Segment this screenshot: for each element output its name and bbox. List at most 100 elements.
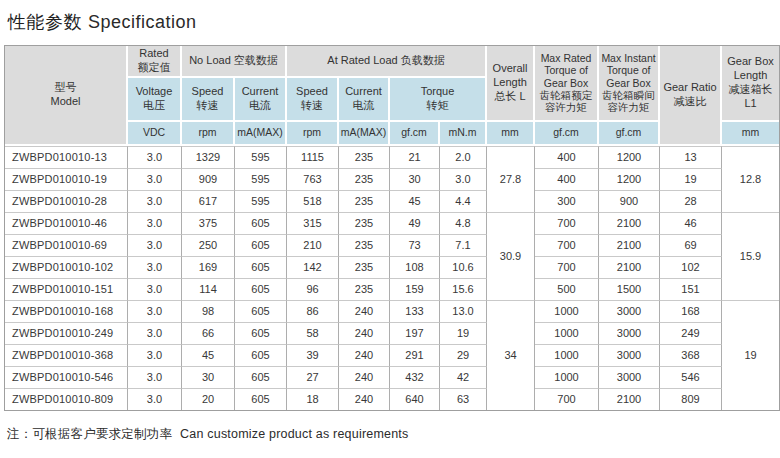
no-load-speed-cell: 20 <box>182 388 235 410</box>
max-instant-torque-cell: 1200 <box>599 146 660 168</box>
table-row: ZWBPD010010-2493.06660558240197191000300… <box>5 322 779 344</box>
col-header-no-load-speed: Speed 转速 <box>182 78 235 122</box>
no-load-speed-cell: 98 <box>182 300 235 322</box>
no-load-current-cell: 605 <box>235 344 287 366</box>
col-header-rated-current: Current 电流 <box>339 78 390 122</box>
model-cell: ZWBPD010010-28 <box>5 190 128 212</box>
rated-speed-cell: 18 <box>287 388 339 410</box>
max-rated-torque-cell: 700 <box>535 234 599 256</box>
table-row: ZWBPD010010-693.0250605210235737.1700210… <box>5 234 779 256</box>
model-cell: ZWBPD010010-69 <box>5 234 128 256</box>
max-instant-torque-cell: 3000 <box>599 366 660 388</box>
unit-mn-m-torque: mN.m <box>440 122 487 146</box>
col-header-gearbox-length: Gear Box Length 减速箱长 L1 <box>722 46 779 122</box>
torque-gfcm-cell: 108 <box>390 256 440 278</box>
rated-current-cell: 240 <box>339 388 390 410</box>
gear-ratio-cell: 151 <box>660 278 722 300</box>
gear-ratio-cell: 368 <box>660 344 722 366</box>
col-header-model-en: Model <box>6 95 125 109</box>
col-header-no-load-current: Current 电流 <box>235 78 287 122</box>
table-row: ZWBPD010010-1023.016960514223510810.6700… <box>5 256 779 278</box>
voltage-cell: 3.0 <box>128 190 182 212</box>
rated-speed-cell: 96 <box>287 278 339 300</box>
max-rated-torque-cell: 1000 <box>535 322 599 344</box>
no-load-current-cell: 605 <box>235 212 287 234</box>
no-load-current-cell: 605 <box>235 366 287 388</box>
max-rated-torque-cell: 1000 <box>535 366 599 388</box>
rated-current-cell: 240 <box>339 366 390 388</box>
gear-ratio-cell: 546 <box>660 366 722 388</box>
torque-mnm-cell: 2.0 <box>440 146 487 168</box>
page-title-zh: 性能参数 <box>8 12 82 32</box>
no-load-current-cell: 595 <box>235 168 287 190</box>
rated-speed-cell: 1115 <box>287 146 339 168</box>
voltage-cell: 3.0 <box>128 146 182 168</box>
table-row: ZWBPD010010-133.013295951115235212.027.8… <box>5 146 779 168</box>
rated-current-cell: 235 <box>339 256 390 278</box>
gear-ratio-cell: 19 <box>660 168 722 190</box>
torque-mnm-cell: 15.6 <box>440 278 487 300</box>
voltage-cell: 3.0 <box>128 234 182 256</box>
no-load-speed-cell: 45 <box>182 344 235 366</box>
max-instant-torque-cell: 2100 <box>599 388 660 410</box>
voltage-cell: 3.0 <box>128 366 182 388</box>
model-cell: ZWBPD010010-102 <box>5 256 128 278</box>
no-load-speed-cell: 1329 <box>182 146 235 168</box>
gear-ratio-cell: 168 <box>660 300 722 322</box>
unit-vdc: VDC <box>128 122 182 146</box>
max-rated-torque-cell: 400 <box>535 146 599 168</box>
table-row: ZWBPD010010-1683.0986058624013313.034100… <box>5 300 779 322</box>
no-load-speed-cell: 250 <box>182 234 235 256</box>
rated-speed-cell: 763 <box>287 168 339 190</box>
max-rated-torque-cell: 300 <box>535 190 599 212</box>
spec-page: 性能参数Specification 型号 Model Rated 额定 <box>0 0 780 443</box>
max-rated-torque-cell: 700 <box>535 212 599 234</box>
voltage-cell: 3.0 <box>128 278 182 300</box>
page-title-en: Specification <box>88 12 197 32</box>
voltage-cell: 3.0 <box>128 388 182 410</box>
gearbox-length-cell: 19 <box>722 300 779 410</box>
gearbox-length-cell: 12.8 <box>722 146 779 212</box>
table-row: ZWBPD010010-193.0909595763235303.0400120… <box>5 168 779 190</box>
max-instant-torque-cell: 2100 <box>599 234 660 256</box>
max-instant-torque-cell: 2100 <box>599 256 660 278</box>
model-cell: ZWBPD010010-249 <box>5 322 128 344</box>
col-header-at-rated-load: At Rated Load 负载数据 <box>287 46 487 78</box>
model-cell: ZWBPD010010-546 <box>5 366 128 388</box>
torque-gfcm-cell: 45 <box>390 190 440 212</box>
torque-gfcm-cell: 73 <box>390 234 440 256</box>
no-load-speed-cell: 617 <box>182 190 235 212</box>
no-load-current-cell: 605 <box>235 234 287 256</box>
max-instant-torque-cell: 900 <box>599 190 660 212</box>
no-load-speed-cell: 375 <box>182 212 235 234</box>
footnote: 注：可根据客户要求定制功率Can customize product as re… <box>7 426 780 443</box>
no-load-speed-cell: 169 <box>182 256 235 278</box>
rated-speed-cell: 210 <box>287 234 339 256</box>
rated-current-cell: 235 <box>339 234 390 256</box>
no-load-speed-cell: 114 <box>182 278 235 300</box>
rated-current-cell: 235 <box>339 212 390 234</box>
col-header-overall-length: Overall Length 总长 L <box>487 46 535 122</box>
torque-mnm-cell: 29 <box>440 344 487 366</box>
unit-rpm-no-load: rpm <box>182 122 235 146</box>
spec-table: 型号 Model Rated 额定值 No Load 空载数据 At Rated… <box>5 46 779 410</box>
rated-current-cell: 240 <box>339 344 390 366</box>
table-row: ZWBPD010010-3683.04560539240291291000300… <box>5 344 779 366</box>
table-row: ZWBPD010010-5463.03060527240432421000300… <box>5 366 779 388</box>
overall-length-cell: 34 <box>487 300 535 410</box>
torque-mnm-cell: 4.4 <box>440 190 487 212</box>
rated-speed-cell: 142 <box>287 256 339 278</box>
model-cell: ZWBPD010010-46 <box>5 212 128 234</box>
voltage-cell: 3.0 <box>128 344 182 366</box>
max-instant-torque-cell: 3000 <box>599 300 660 322</box>
no-load-speed-cell: 66 <box>182 322 235 344</box>
table-row: ZWBPD010010-1513.01146059623515915.65001… <box>5 278 779 300</box>
no-load-current-cell: 595 <box>235 146 287 168</box>
col-header-no-load: No Load 空载数据 <box>182 46 287 78</box>
rated-current-cell: 235 <box>339 190 390 212</box>
torque-mnm-cell: 42 <box>440 366 487 388</box>
max-rated-torque-cell: 1000 <box>535 344 599 366</box>
torque-gfcm-cell: 49 <box>390 212 440 234</box>
unit-ma-max-rated: mA(MAX) <box>339 122 390 146</box>
model-cell: ZWBPD010010-19 <box>5 168 128 190</box>
